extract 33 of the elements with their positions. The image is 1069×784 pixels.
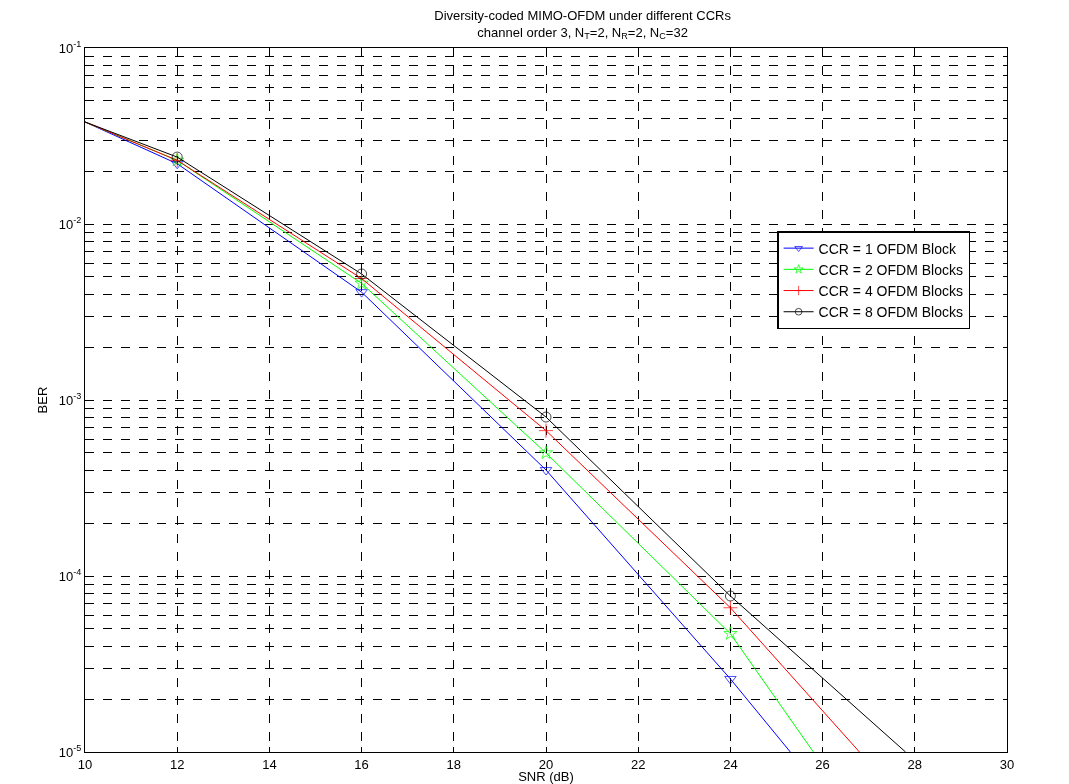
x-tick-label: 20 <box>538 756 554 772</box>
x-tick-label: 12 <box>169 756 185 772</box>
point <box>724 590 736 602</box>
point <box>354 275 369 290</box>
legend-label: CCR = 8 OFDM Blocks <box>818 304 963 321</box>
y-tick-label: 10$^{-1}$ <box>58 39 82 56</box>
x-tick-label: 16 <box>354 756 369 772</box>
point <box>723 626 738 640</box>
point <box>171 151 183 163</box>
chart-subtitle: channel order 3, N$_{T}$=2, N$_{R}$=2, N$_{C}$=32 <box>477 24 688 42</box>
point <box>356 268 368 280</box>
x-axis-title: SNR (dB) <box>518 769 574 784</box>
x-tick-label: 24 <box>723 756 738 772</box>
y-tick-label: 10$^{-2}$ <box>58 215 82 232</box>
x-tick-label: 22 <box>630 756 646 772</box>
x-tick-label: 30 <box>999 756 1015 772</box>
x-tick-label: 28 <box>907 756 923 772</box>
x-tick-label: 14 <box>262 756 277 772</box>
legend-label: CCR = 1 OFDM Block <box>818 240 957 257</box>
point <box>724 675 737 685</box>
point <box>354 271 370 287</box>
y-tick-label: 10$^{-4}$ <box>58 567 82 584</box>
x-tick-label: 26 <box>815 756 830 772</box>
legend-label: CCR = 4 OFDM Blocks <box>818 283 963 299</box>
point <box>540 411 552 423</box>
point <box>538 423 554 439</box>
chart-title: Diversity-coded MIMO-OFDM under different CCRs <box>434 7 732 23</box>
legend-label: CCR = 2 OFDM Blocks <box>818 261 963 278</box>
x-tick-label: 18 <box>446 756 462 772</box>
y-tick-label: 10$^{-3}$ <box>58 391 82 408</box>
point <box>538 445 554 460</box>
point <box>722 600 738 616</box>
y-axis-title: BER <box>34 386 50 414</box>
